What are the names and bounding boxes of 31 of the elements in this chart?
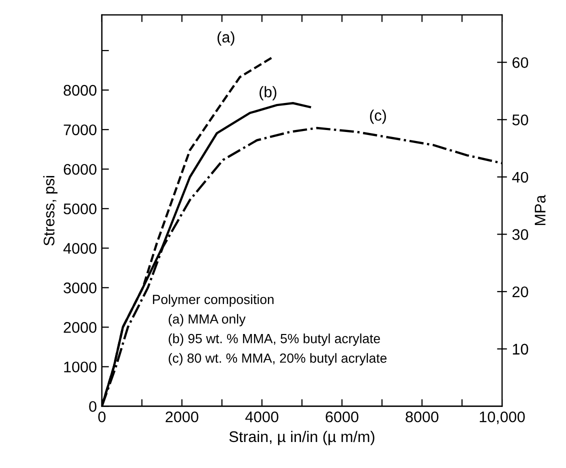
annotation: (c) 80 wt. % MMA, 20% butyl acrylate bbox=[168, 353, 387, 366]
y2-tick-label: 10 bbox=[512, 344, 528, 355]
y-tick-label: 2000 bbox=[64, 322, 96, 333]
y-tick-label: 5000 bbox=[64, 203, 96, 214]
y-tick-label: 0 bbox=[89, 401, 96, 412]
annotation: Polymer composition bbox=[152, 294, 274, 307]
x-axis-title: Strain, µ in/in (µ m/m) bbox=[229, 430, 374, 446]
annotation: (b) 95 wt. % MMA, 5% butyl acrylate bbox=[168, 334, 380, 346]
y2-tick-label: 20 bbox=[512, 286, 528, 298]
x-tick-label: 8000 bbox=[406, 411, 438, 422]
y-tick-label: 1000 bbox=[64, 362, 96, 372]
annotation: (a) MMA only bbox=[168, 314, 246, 326]
y2-axis-title: MPa bbox=[534, 194, 546, 226]
y2-tick-label: 40 bbox=[512, 172, 528, 183]
x-tick-label: 0 bbox=[98, 411, 106, 422]
y2-tick-label: 60 bbox=[512, 57, 528, 68]
x-tick-label: 2000 bbox=[166, 411, 198, 422]
y2-tick-label: 30 bbox=[512, 229, 528, 240]
x-tick-label: 4000 bbox=[245, 411, 278, 422]
y-tick-label: 7000 bbox=[64, 124, 96, 136]
y-axis-title: Stress, psi bbox=[43, 176, 58, 246]
x-tick-label: 6000 bbox=[326, 411, 358, 422]
y-tick-label: 4000 bbox=[63, 243, 96, 254]
y2-tick-label: 50 bbox=[512, 114, 528, 126]
y-tick-label: 6000 bbox=[64, 164, 96, 175]
annotation: (b) bbox=[260, 86, 276, 100]
annotation: (c) bbox=[370, 110, 386, 124]
y-tick-label: 8000 bbox=[64, 84, 96, 96]
x-tick-label: 10,000 bbox=[480, 411, 525, 424]
annotation: (a) bbox=[218, 31, 234, 46]
y-tick-label: 3000 bbox=[64, 282, 96, 294]
